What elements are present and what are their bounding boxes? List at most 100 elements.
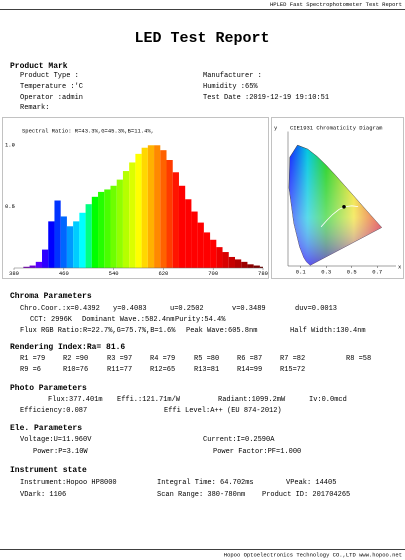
x-tick-label: 620: [158, 270, 168, 277]
spectrum-bar: [222, 252, 229, 268]
field: R12=65: [150, 366, 175, 374]
field: R10=76: [63, 366, 88, 374]
header-caption: HPLED Fast Spectrophotometer Test Report: [270, 1, 402, 8]
field: VDark: 1106: [20, 491, 66, 499]
spectrum-bar: [166, 160, 173, 268]
x-tick-label: 460: [59, 270, 69, 277]
spectrum-bar: [135, 153, 142, 268]
field: Power:P=3.10W: [33, 448, 88, 456]
field: Product Type :: [20, 72, 79, 80]
spectrum-bar: [29, 265, 36, 268]
field: R7 =82: [280, 355, 305, 363]
chromaticity-point: [342, 204, 346, 209]
cie-frame: [271, 117, 404, 279]
field: Efficiency:0.087: [20, 407, 87, 415]
spectrum-bar: [116, 179, 123, 268]
x-tick-label: 780: [258, 270, 268, 277]
field: Operator :admin: [20, 94, 83, 102]
field: Integral Time: 64.702ms: [157, 479, 254, 487]
spectrum-bar: [247, 264, 254, 268]
spectrum-bar: [85, 204, 92, 268]
y-tick-label: 0.5: [5, 203, 15, 210]
field: duv=0.0013: [295, 305, 337, 313]
footer-caption: Hopoo Optoelectronics Technology CO.,LTD…: [224, 551, 402, 558]
cie-y-label: y: [274, 124, 278, 131]
spectrum-bar: [216, 247, 223, 268]
spectrum-bar: [48, 221, 55, 268]
spectrum-bar: [35, 261, 43, 268]
spectrum-bar: [228, 256, 235, 268]
field: Chro.Coor.:x=0.4392: [20, 305, 100, 313]
field: R6 =87: [237, 355, 262, 363]
field: u=0.2502: [170, 305, 204, 313]
spectrum-bar: [154, 145, 161, 268]
spectrum-bar: [122, 171, 130, 268]
cie-x-tick-label: 0.7: [372, 268, 382, 275]
field: Product ID: 201704265: [262, 491, 350, 499]
section-heading: Photo Parameters: [10, 384, 87, 393]
field: Iv:0.0mcd: [309, 396, 347, 404]
field: R9 =6: [20, 366, 41, 374]
spectrum-bar: [178, 185, 186, 268]
spectrum-bar: [160, 150, 167, 268]
planckian-locus: [320, 205, 359, 228]
spectrum-bar: [110, 185, 117, 268]
report-title: LED Test Report: [134, 30, 269, 47]
field: Half Width:130.4nm: [290, 327, 366, 335]
y-tick-label: 1.0: [5, 142, 15, 149]
field: R15=72: [280, 366, 305, 374]
field: R13=81: [194, 366, 219, 374]
field: Effi Level:A++ (EU 874-2012): [164, 407, 282, 415]
field: Manufacturer :: [203, 72, 262, 80]
report-text: HPLED Fast Spectrophotometer Test Report…: [10, 1, 402, 559]
field: Purity:54.4%: [175, 316, 226, 324]
field: R1 =79: [20, 355, 45, 363]
field: Current:I=0.2590A: [203, 436, 275, 444]
spectrum-frame: [2, 117, 269, 279]
cie-title: CIE1931 Chromaticity Diagram: [290, 124, 383, 131]
field: Power Factor:PF=1.000: [213, 448, 301, 456]
field: Remark:: [20, 104, 49, 112]
field: v=0.3489: [232, 305, 266, 313]
section-heading: Instrument state: [10, 466, 87, 475]
spectrum-bar: [147, 145, 155, 268]
spectrum-bar: [197, 222, 204, 268]
section-heading: Product Mark: [10, 62, 68, 71]
field: Flux RGB Ratio:R=22.7%,G=75.7%,B=1.6%: [20, 327, 176, 335]
x-tick-label: 540: [109, 270, 119, 277]
section-heading: Ele. Parameters: [10, 424, 82, 433]
spectrum-bar: [60, 216, 67, 268]
spectrum-bar: [79, 212, 86, 268]
spectrum-bar: [129, 162, 136, 268]
spectrum-chart: 380 460 540 620 700 780 0.5 1.0 Spectral Ratio: …: [5, 127, 268, 277]
field: R3 =97: [107, 355, 132, 363]
x-tick-label: 380: [9, 270, 19, 277]
field: R14=99: [237, 366, 262, 374]
spectrum-bar: [54, 200, 61, 268]
spectrum-bar: [23, 266, 30, 268]
spectrum-bar: [191, 211, 198, 268]
spectrum-bar: [98, 191, 105, 268]
cie-gamut-shade: [289, 145, 382, 266]
cie-diagram: 0.1 0.3 0.5 0.7 CIE1931 Chromaticity Diagram…: [274, 124, 402, 275]
field: Instrument:Hopoo HP8000: [20, 479, 117, 487]
field: R5 =80: [194, 355, 219, 363]
field: Effi.:121.71m/W: [117, 396, 181, 404]
spectrum-bar: [259, 266, 263, 268]
field: Test Date :2019-12-19 19:10:51: [203, 94, 329, 102]
cie-x-tick-label: 0.1: [296, 268, 307, 275]
field: Dominant Wave.:582.4nm: [82, 316, 174, 324]
field: Voltage:U=11.960V: [20, 436, 92, 444]
spectrum-bar: [42, 249, 49, 268]
spectrum-bar: [66, 226, 74, 268]
field: y=0.4083: [113, 305, 147, 313]
spectrum-bar: [172, 172, 179, 268]
spectrum-bar: [234, 259, 242, 268]
spectrum-bar: [104, 189, 111, 268]
spectrum-bar: [73, 221, 80, 268]
field: VPeak: 14405: [286, 479, 336, 487]
field: Flux:377.401m: [48, 396, 103, 404]
spectrum-bar: [141, 147, 148, 268]
